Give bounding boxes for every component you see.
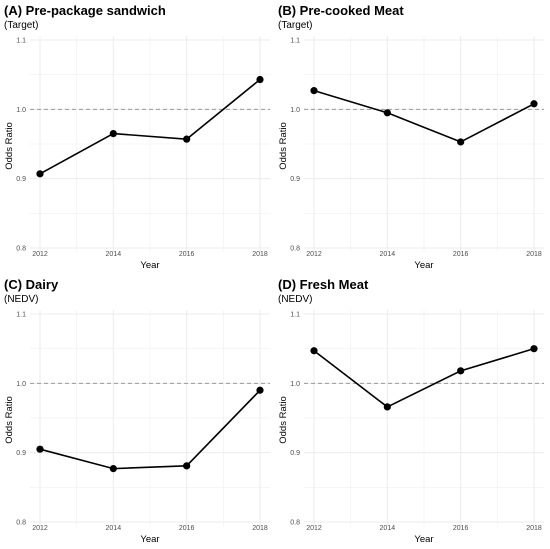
x-axis-label: Year — [140, 260, 159, 271]
y-tick-label: 1.0 — [290, 381, 300, 388]
x-tick-label: 2018 — [252, 251, 268, 258]
data-point — [383, 403, 391, 411]
x-tick-label: 2016 — [179, 525, 195, 532]
series-line — [39, 78, 261, 175]
data-point — [36, 445, 44, 453]
data-point — [109, 130, 117, 138]
data-point — [457, 138, 465, 146]
data-point — [383, 109, 391, 117]
y-tick-label: 1.1 — [290, 38, 300, 45]
y-axis-label: Odds Ratio — [278, 396, 289, 444]
data-point — [530, 100, 538, 108]
x-tick-label: 2018 — [252, 525, 268, 532]
y-tick-label: 1.1 — [290, 312, 300, 319]
y-tick-label: 1.1 — [16, 38, 26, 45]
y-tick-label: 0.8 — [16, 246, 26, 253]
data-point — [310, 87, 318, 95]
y-axis-label: Odds Ratio — [4, 122, 15, 170]
x-tick-label: 2018 — [526, 251, 542, 258]
x-tick-label: 2018 — [526, 525, 542, 532]
data-point — [183, 135, 191, 143]
y-tick-label: 0.9 — [16, 176, 26, 183]
y-tick-label: 0.8 — [290, 246, 300, 253]
data-point — [256, 386, 264, 394]
panel-title: (A) Pre-package sandwich — [4, 3, 166, 18]
y-tick-label: 0.9 — [290, 450, 300, 457]
panel-subtitle: (NEDV) — [4, 294, 38, 305]
panel-subtitle: (NEDV) — [278, 294, 312, 305]
y-tick-label: 0.8 — [290, 520, 300, 527]
x-tick-label: 2014 — [106, 525, 122, 532]
x-tick-label: 2016 — [453, 525, 469, 532]
x-axis-label: Year — [414, 534, 433, 545]
data-point — [183, 462, 191, 470]
x-tick-label: 2016 — [453, 251, 469, 258]
panel-subtitle: (Target) — [278, 20, 312, 31]
x-tick-label: 2012 — [306, 525, 322, 532]
data-point — [109, 465, 117, 473]
x-tick-label: 2012 — [32, 525, 48, 532]
series-line — [313, 347, 535, 408]
y-tick-label: 0.8 — [16, 520, 26, 527]
x-tick-label: 2012 — [306, 251, 322, 258]
y-tick-label: 1.0 — [16, 107, 26, 114]
y-tick-label: 0.9 — [290, 176, 300, 183]
x-tick-label: 2014 — [380, 251, 396, 258]
series-line — [39, 389, 261, 470]
chart-panel-0: (A) Pre-package sandwich (Target) 0.8 0.9 1.… — [4, 3, 270, 271]
x-tick-label: 2016 — [179, 251, 195, 258]
panel-title: (C) Dairy — [4, 277, 59, 292]
x-tick-label: 2014 — [106, 251, 122, 258]
chart-panel-3: (D) Fresh Meat (NEDV) 0.8 0.9 1.0 1.1 2012 2014… — [278, 277, 544, 545]
y-tick-label: 1.0 — [16, 381, 26, 388]
data-point — [310, 347, 318, 355]
data-point — [457, 367, 465, 375]
data-point — [530, 345, 538, 353]
panel-subtitle: (Target) — [4, 20, 38, 31]
data-point — [256, 75, 264, 84]
x-axis-label: Year — [414, 260, 433, 271]
chart-panel-2: (C) Dairy (NEDV) 0.8 0.9 1.0 1.1 2012 2014 2016 2… — [4, 277, 270, 545]
panel-title: (B) Pre-cooked Meat — [278, 3, 404, 18]
y-axis-label: Odds Ratio — [4, 396, 15, 444]
y-axis-label: Odds Ratio — [278, 122, 289, 170]
y-tick-label: 1.1 — [16, 312, 26, 319]
data-point — [36, 170, 44, 178]
chart-panel-1: (B) Pre-cooked Meat (Target) 0.8 0.9 1.0 1.1 2… — [278, 3, 544, 271]
panel-title: (D) Fresh Meat — [278, 277, 369, 292]
x-axis-label: Year — [140, 534, 159, 545]
y-tick-label: 0.9 — [16, 450, 26, 457]
x-tick-label: 2012 — [32, 251, 48, 258]
y-tick-label: 1.0 — [290, 107, 300, 114]
series-line — [313, 89, 535, 143]
x-tick-label: 2014 — [380, 525, 396, 532]
